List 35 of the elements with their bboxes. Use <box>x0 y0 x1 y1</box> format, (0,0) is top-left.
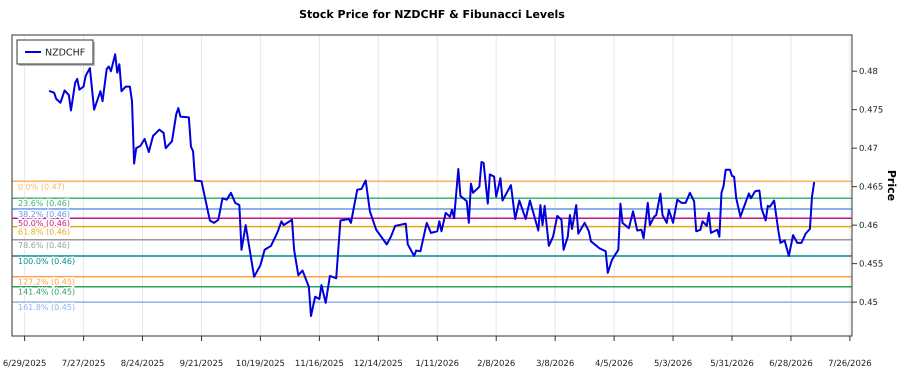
y-tick-label: 0.46 <box>859 221 878 232</box>
x-tick-label: 5/31/2026 <box>710 359 754 369</box>
x-tick-label: 11/16/2025 <box>294 359 344 369</box>
x-tick-label: 7/27/2025 <box>62 359 106 369</box>
ref-line-label: 61.8% (0.46) <box>18 228 70 237</box>
y-tick-label: 0.455 <box>859 260 884 270</box>
ref-line-label: 23.6% (0.46) <box>18 199 70 208</box>
legend-label: NZDCHF <box>45 48 86 58</box>
x-tick-label: 4/5/2026 <box>595 359 634 369</box>
x-tick-label: 12/14/2025 <box>354 359 403 369</box>
y-axis-title: Price <box>885 170 898 202</box>
ref-line-label: 0.0% (0.47) <box>18 182 65 192</box>
x-tick-label: 6/28/2026 <box>769 359 813 369</box>
ref-line-label: 38.2% (0.46) <box>18 210 70 219</box>
ref-line-label: 127.2% (0.45) <box>18 278 76 287</box>
x-tick-label: 1/11/2026 <box>415 359 460 369</box>
x-tick-label: 6/29/2025 <box>2 359 46 369</box>
x-tick-label: 9/21/2025 <box>180 359 224 369</box>
ref-line-label: 50.0% (0.46) <box>18 219 70 228</box>
x-tick-label: 7/26/2026 <box>828 359 872 369</box>
x-tick-label: 2/8/2026 <box>477 359 516 369</box>
ref-line-label: 100.0% (0.46) <box>18 256 76 266</box>
chart-title: Stock Price for NZDCHF & Fibunacci Levels <box>299 8 566 21</box>
y-tick-label: 0.47 <box>859 144 878 154</box>
y-tick-label: 0.45 <box>859 298 878 308</box>
ref-line-label: 141.4% (0.45) <box>18 288 76 297</box>
x-tick-label: 5/3/2026 <box>654 359 692 369</box>
x-tick-label: 3/8/2026 <box>536 359 574 369</box>
x-tick-label: 8/24/2025 <box>120 359 164 369</box>
y-tick-label: 0.475 <box>859 106 884 116</box>
ref-line-label: 161.8% (0.45) <box>18 303 76 312</box>
y-tick-label: 0.465 <box>859 182 884 193</box>
y-tick-label: 0.48 <box>859 67 878 78</box>
ref-line-label: 78.6% (0.46) <box>18 240 70 250</box>
x-tick-label: 10/19/2025 <box>236 359 285 369</box>
